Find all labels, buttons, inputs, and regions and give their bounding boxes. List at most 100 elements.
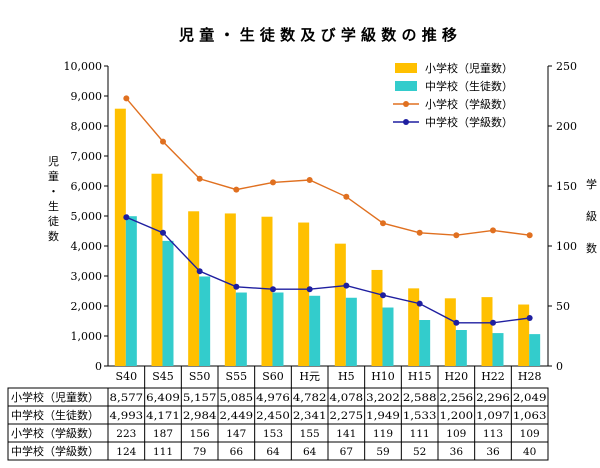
left-axis-tick-label: 10,000 xyxy=(64,60,103,73)
left-axis-tick-label: 7,000 xyxy=(71,150,103,163)
table-cell: 6,409 xyxy=(146,392,180,404)
table-row-header: 中学校（学級数） xyxy=(11,444,99,458)
legend-label: 中学校（生徒数） xyxy=(425,79,513,93)
plot-area: 10,000 9,000 8,000 7,000 6,000 5,000 4,000 3,00… xyxy=(64,60,578,383)
point-junior-classes xyxy=(343,282,350,289)
right-axis-tick-label: 50 xyxy=(556,300,570,313)
left-axis-tick-label: 3,000 xyxy=(71,270,103,283)
bar-junior-students xyxy=(345,297,357,366)
bar-elementary-students xyxy=(481,297,493,366)
x-axis-tick-label: H5 xyxy=(338,370,355,383)
legend: 小学校（児童数） 中学校（生徒数） 小学校（学級数） 中学校（学級数） xyxy=(393,61,513,129)
legend-label: 中学校（学級数） xyxy=(425,115,513,129)
left-axis-tick-label: 9,000 xyxy=(71,90,103,103)
bar-junior-students xyxy=(272,292,284,366)
line-junior-classes xyxy=(126,216,530,324)
table-cell: 66 xyxy=(230,446,244,458)
table-cell: 109 xyxy=(446,428,466,440)
point-elementary-classes xyxy=(490,227,496,234)
table-cell: 59 xyxy=(376,446,389,458)
bar-elementary-students xyxy=(408,288,420,366)
table-cell: 111 xyxy=(410,428,430,440)
point-elementary-classes xyxy=(526,232,533,239)
table-cell: 5,085 xyxy=(220,392,254,404)
table-cell: 156 xyxy=(190,428,210,440)
table-cell: 119 xyxy=(373,428,393,440)
bar-elementary-students xyxy=(151,173,163,366)
bar-elementary-students xyxy=(261,216,273,366)
table-cell: 4,078 xyxy=(330,392,364,404)
table-cell: 155 xyxy=(300,428,320,440)
table-cell: 111 xyxy=(153,446,173,458)
right-axis-tick-label: 200 xyxy=(556,120,577,133)
point-junior-classes xyxy=(490,319,496,326)
bar-junior-students xyxy=(199,276,211,366)
bar-junior-students xyxy=(235,292,247,366)
point-junior-classes xyxy=(526,315,533,321)
table-cell: 223 xyxy=(116,428,136,440)
x-axis-tick-label: H15 xyxy=(408,370,432,383)
table-cell: 2,256 xyxy=(440,392,474,404)
right-axis-tick-label: 150 xyxy=(556,180,577,193)
table-cell: 4,171 xyxy=(146,410,180,422)
table-cell: 2,296 xyxy=(476,392,510,404)
table-cell: 1,063 xyxy=(513,410,547,422)
point-elementary-classes xyxy=(233,186,240,193)
bar-elementary-students xyxy=(114,108,126,366)
bar-elementary-students xyxy=(444,298,456,366)
left-axis-tick-label: 0 xyxy=(95,360,102,373)
point-elementary-classes xyxy=(380,220,386,227)
bar-elementary-students xyxy=(334,243,346,366)
point-junior-classes xyxy=(233,283,240,290)
bar-junior-students xyxy=(162,240,174,366)
left-axis-tick-label: 6,000 xyxy=(71,180,103,193)
bar-junior-students xyxy=(382,307,394,366)
legend-marker xyxy=(403,119,409,125)
table-row-header: 小学校（児童数） xyxy=(11,390,99,404)
table-cell: 67 xyxy=(340,446,353,458)
left-axis-tick-label: 5,000 xyxy=(71,210,103,223)
bar-elementary-students xyxy=(518,304,530,366)
x-axis-tick-label: S55 xyxy=(226,370,248,383)
right-axis-tick-label: 100 xyxy=(556,240,577,253)
bar-elementary-students xyxy=(224,213,236,366)
table-row-header: 中学校（生徒数） xyxy=(11,408,99,422)
table-cell: 1,949 xyxy=(366,410,400,422)
table-cell: 2,450 xyxy=(256,410,290,422)
legend-swatch xyxy=(395,81,417,91)
x-axis-tick-label: S50 xyxy=(189,370,211,383)
table-cell: 64 xyxy=(266,446,280,458)
bar-elementary-students xyxy=(371,269,383,366)
table-cell: 1,533 xyxy=(403,410,437,422)
legend-label: 小学校（学級数） xyxy=(425,97,513,111)
line-elementary-classes xyxy=(125,97,530,236)
point-elementary-classes xyxy=(306,177,313,183)
table-cell: 8,577 xyxy=(110,392,144,404)
table-cell: 124 xyxy=(116,446,136,458)
x-axis-tick-label: H22 xyxy=(481,370,505,383)
point-junior-classes xyxy=(416,300,423,307)
table-cell: 2,049 xyxy=(513,392,547,404)
x-axis-tick-label: H10 xyxy=(371,370,395,383)
table-cell: 4,976 xyxy=(256,392,290,404)
x-axis-tick-label: H元 xyxy=(299,370,320,383)
table-cell: 113 xyxy=(483,428,503,440)
table-cell: 187 xyxy=(153,428,173,440)
table-cell: 1,200 xyxy=(440,410,474,422)
table-cell: 2,588 xyxy=(403,392,437,404)
table-cell: 1,097 xyxy=(476,410,510,422)
bar-junior-students xyxy=(125,216,137,366)
point-junior-classes xyxy=(380,292,386,299)
bar-junior-students xyxy=(455,330,467,366)
data-table: 小学校（児童数） 8,577 6,409 5,157 5,085 4,976 4,782 4,… xyxy=(7,366,549,461)
x-axis-tick-label: S40 xyxy=(116,370,138,383)
point-junior-classes xyxy=(196,268,203,275)
bar-elementary-students xyxy=(188,211,200,366)
table-row-header: 小学校（学級数） xyxy=(11,426,99,440)
x-axis-tick-label: S45 xyxy=(152,370,174,383)
legend-swatch xyxy=(395,63,417,73)
table-cell: 36 xyxy=(486,446,500,458)
table-cell: 3,202 xyxy=(366,392,400,404)
point-junior-classes xyxy=(453,319,460,326)
